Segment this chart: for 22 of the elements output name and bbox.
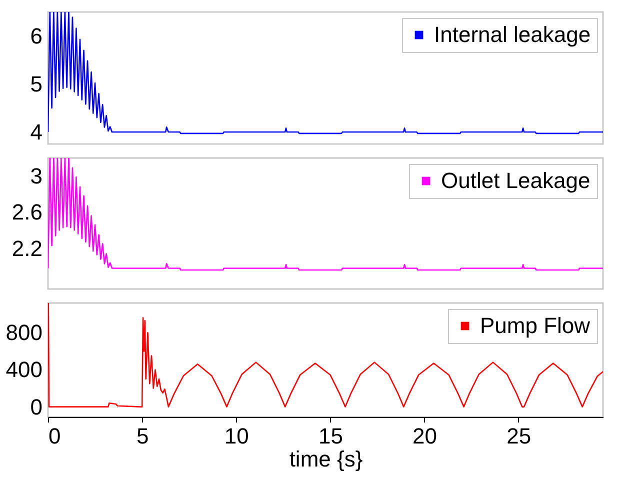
y-tick-label: 0	[30, 394, 42, 420]
y-tick-label: 6	[30, 24, 42, 48]
y-tick-label: 400	[6, 357, 42, 382]
y-tick-label: 5	[30, 72, 42, 96]
y-tick-label: 2.6	[12, 200, 42, 225]
legend-label: Pump Flow	[480, 313, 590, 338]
y-tick-label: 4	[30, 120, 42, 144]
y-tick-label: 800	[6, 320, 42, 346]
legend-label: Outlet Leakage	[441, 168, 590, 193]
line-series	[48, 12, 603, 134]
line-series	[48, 303, 603, 408]
x-tick-label: 15	[318, 424, 343, 448]
x-axis-title: time {s}	[289, 446, 363, 472]
x-tick-label: 10	[224, 424, 249, 448]
x-tick-label: 0	[48, 424, 61, 448]
x-tick-label: 20	[412, 424, 438, 448]
legend-label: Internal leakage	[434, 22, 591, 47]
y-tick-label: 3	[30, 164, 42, 189]
x-tick-label: 5	[136, 424, 149, 448]
y-tick-label: 2.2	[12, 236, 42, 261]
line-series	[48, 158, 603, 271]
x-tick-label: 25	[506, 424, 532, 448]
